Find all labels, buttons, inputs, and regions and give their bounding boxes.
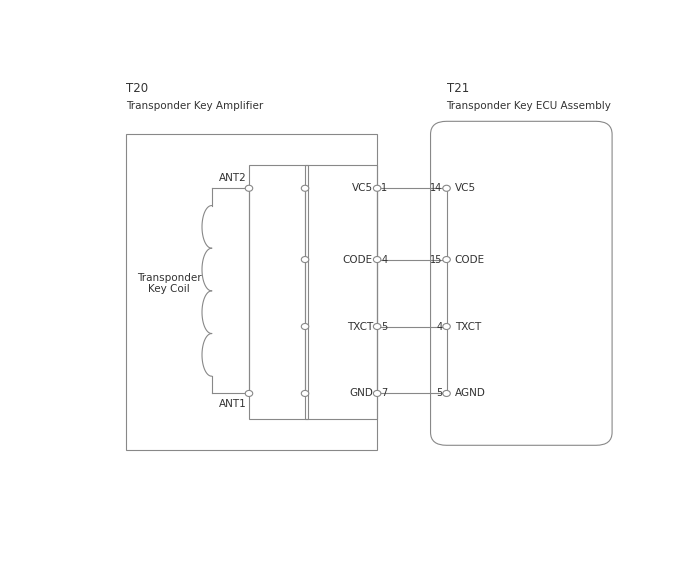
Circle shape <box>443 390 451 397</box>
Circle shape <box>373 390 381 397</box>
Circle shape <box>373 256 381 263</box>
Circle shape <box>443 324 451 329</box>
Text: AGND: AGND <box>455 388 486 398</box>
Text: 7: 7 <box>382 388 388 398</box>
Circle shape <box>301 324 309 329</box>
Circle shape <box>301 256 309 263</box>
Text: 4: 4 <box>382 255 387 265</box>
Circle shape <box>443 185 451 191</box>
Text: T21: T21 <box>446 82 469 95</box>
Text: VC5: VC5 <box>455 183 475 194</box>
Bar <box>249 164 308 420</box>
Text: TXCT: TXCT <box>455 321 481 332</box>
Text: GND: GND <box>349 388 373 398</box>
Text: 15: 15 <box>430 255 442 265</box>
Text: ANT1: ANT1 <box>218 399 247 408</box>
Text: TXCT: TXCT <box>347 321 373 332</box>
Text: CODE: CODE <box>455 255 484 265</box>
Circle shape <box>301 185 309 191</box>
Text: 5: 5 <box>382 321 388 332</box>
Text: Transponder Key ECU Assembly: Transponder Key ECU Assembly <box>446 100 611 111</box>
Bar <box>305 164 377 420</box>
Text: 14: 14 <box>430 183 442 194</box>
Circle shape <box>301 390 309 397</box>
Circle shape <box>443 256 451 263</box>
Text: ANT2: ANT2 <box>218 173 247 183</box>
Text: VC5: VC5 <box>352 183 373 194</box>
Text: Transponder Key Amplifier: Transponder Key Amplifier <box>126 100 263 111</box>
Text: T20: T20 <box>126 82 148 95</box>
Text: 1: 1 <box>382 183 387 194</box>
Text: 4: 4 <box>436 321 442 332</box>
Text: Transponder
Key Coil: Transponder Key Coil <box>136 273 201 294</box>
Text: 5: 5 <box>436 388 442 398</box>
Circle shape <box>245 390 253 397</box>
Bar <box>126 134 377 449</box>
Circle shape <box>373 185 381 191</box>
Text: CODE: CODE <box>342 255 373 265</box>
Circle shape <box>245 185 253 191</box>
Circle shape <box>373 324 381 329</box>
